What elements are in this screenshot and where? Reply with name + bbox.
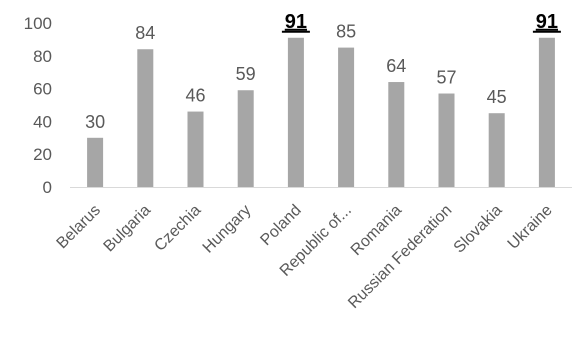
bar <box>388 82 405 187</box>
bar <box>488 113 505 187</box>
y-axis-ticks: 0 20 40 60 80 100 <box>24 14 52 197</box>
y-tick-label: 20 <box>33 145 52 164</box>
y-tick-label: 60 <box>33 80 52 99</box>
bars <box>87 37 555 188</box>
x-tick-label: Czechia <box>151 202 204 255</box>
data-label: 85 <box>336 22 356 42</box>
bar <box>87 137 104 187</box>
data-label: 84 <box>135 23 155 43</box>
data-label: 45 <box>487 87 507 107</box>
bar <box>438 93 455 187</box>
data-label: 91 <box>285 11 307 33</box>
data-label: 30 <box>85 112 105 132</box>
bar <box>287 37 304 188</box>
bar <box>538 37 555 188</box>
x-tick-label: Bulgaria <box>101 202 155 256</box>
x-tick-label: Poland <box>257 202 304 249</box>
x-tick-label: Belarus <box>54 202 104 252</box>
x-tick-label: Hungary <box>200 202 255 257</box>
y-tick-label: 40 <box>33 112 52 131</box>
data-label: 91 <box>536 11 558 33</box>
bar <box>187 111 204 187</box>
bar <box>338 47 355 187</box>
data-label: 46 <box>185 86 205 106</box>
bar <box>137 49 154 187</box>
y-tick-label: 100 <box>24 14 52 33</box>
bar <box>237 90 254 187</box>
y-tick-label: 0 <box>43 178 52 197</box>
x-tick-label: Slovakia <box>451 202 506 257</box>
data-label: 57 <box>436 68 456 88</box>
data-label: 64 <box>386 56 406 76</box>
x-tick-label: Ukraine <box>505 202 556 253</box>
y-tick-label: 80 <box>33 47 52 66</box>
data-label: 59 <box>236 64 256 84</box>
data-labels: 30 84 46 59 91 85 64 57 45 91 <box>85 11 561 132</box>
